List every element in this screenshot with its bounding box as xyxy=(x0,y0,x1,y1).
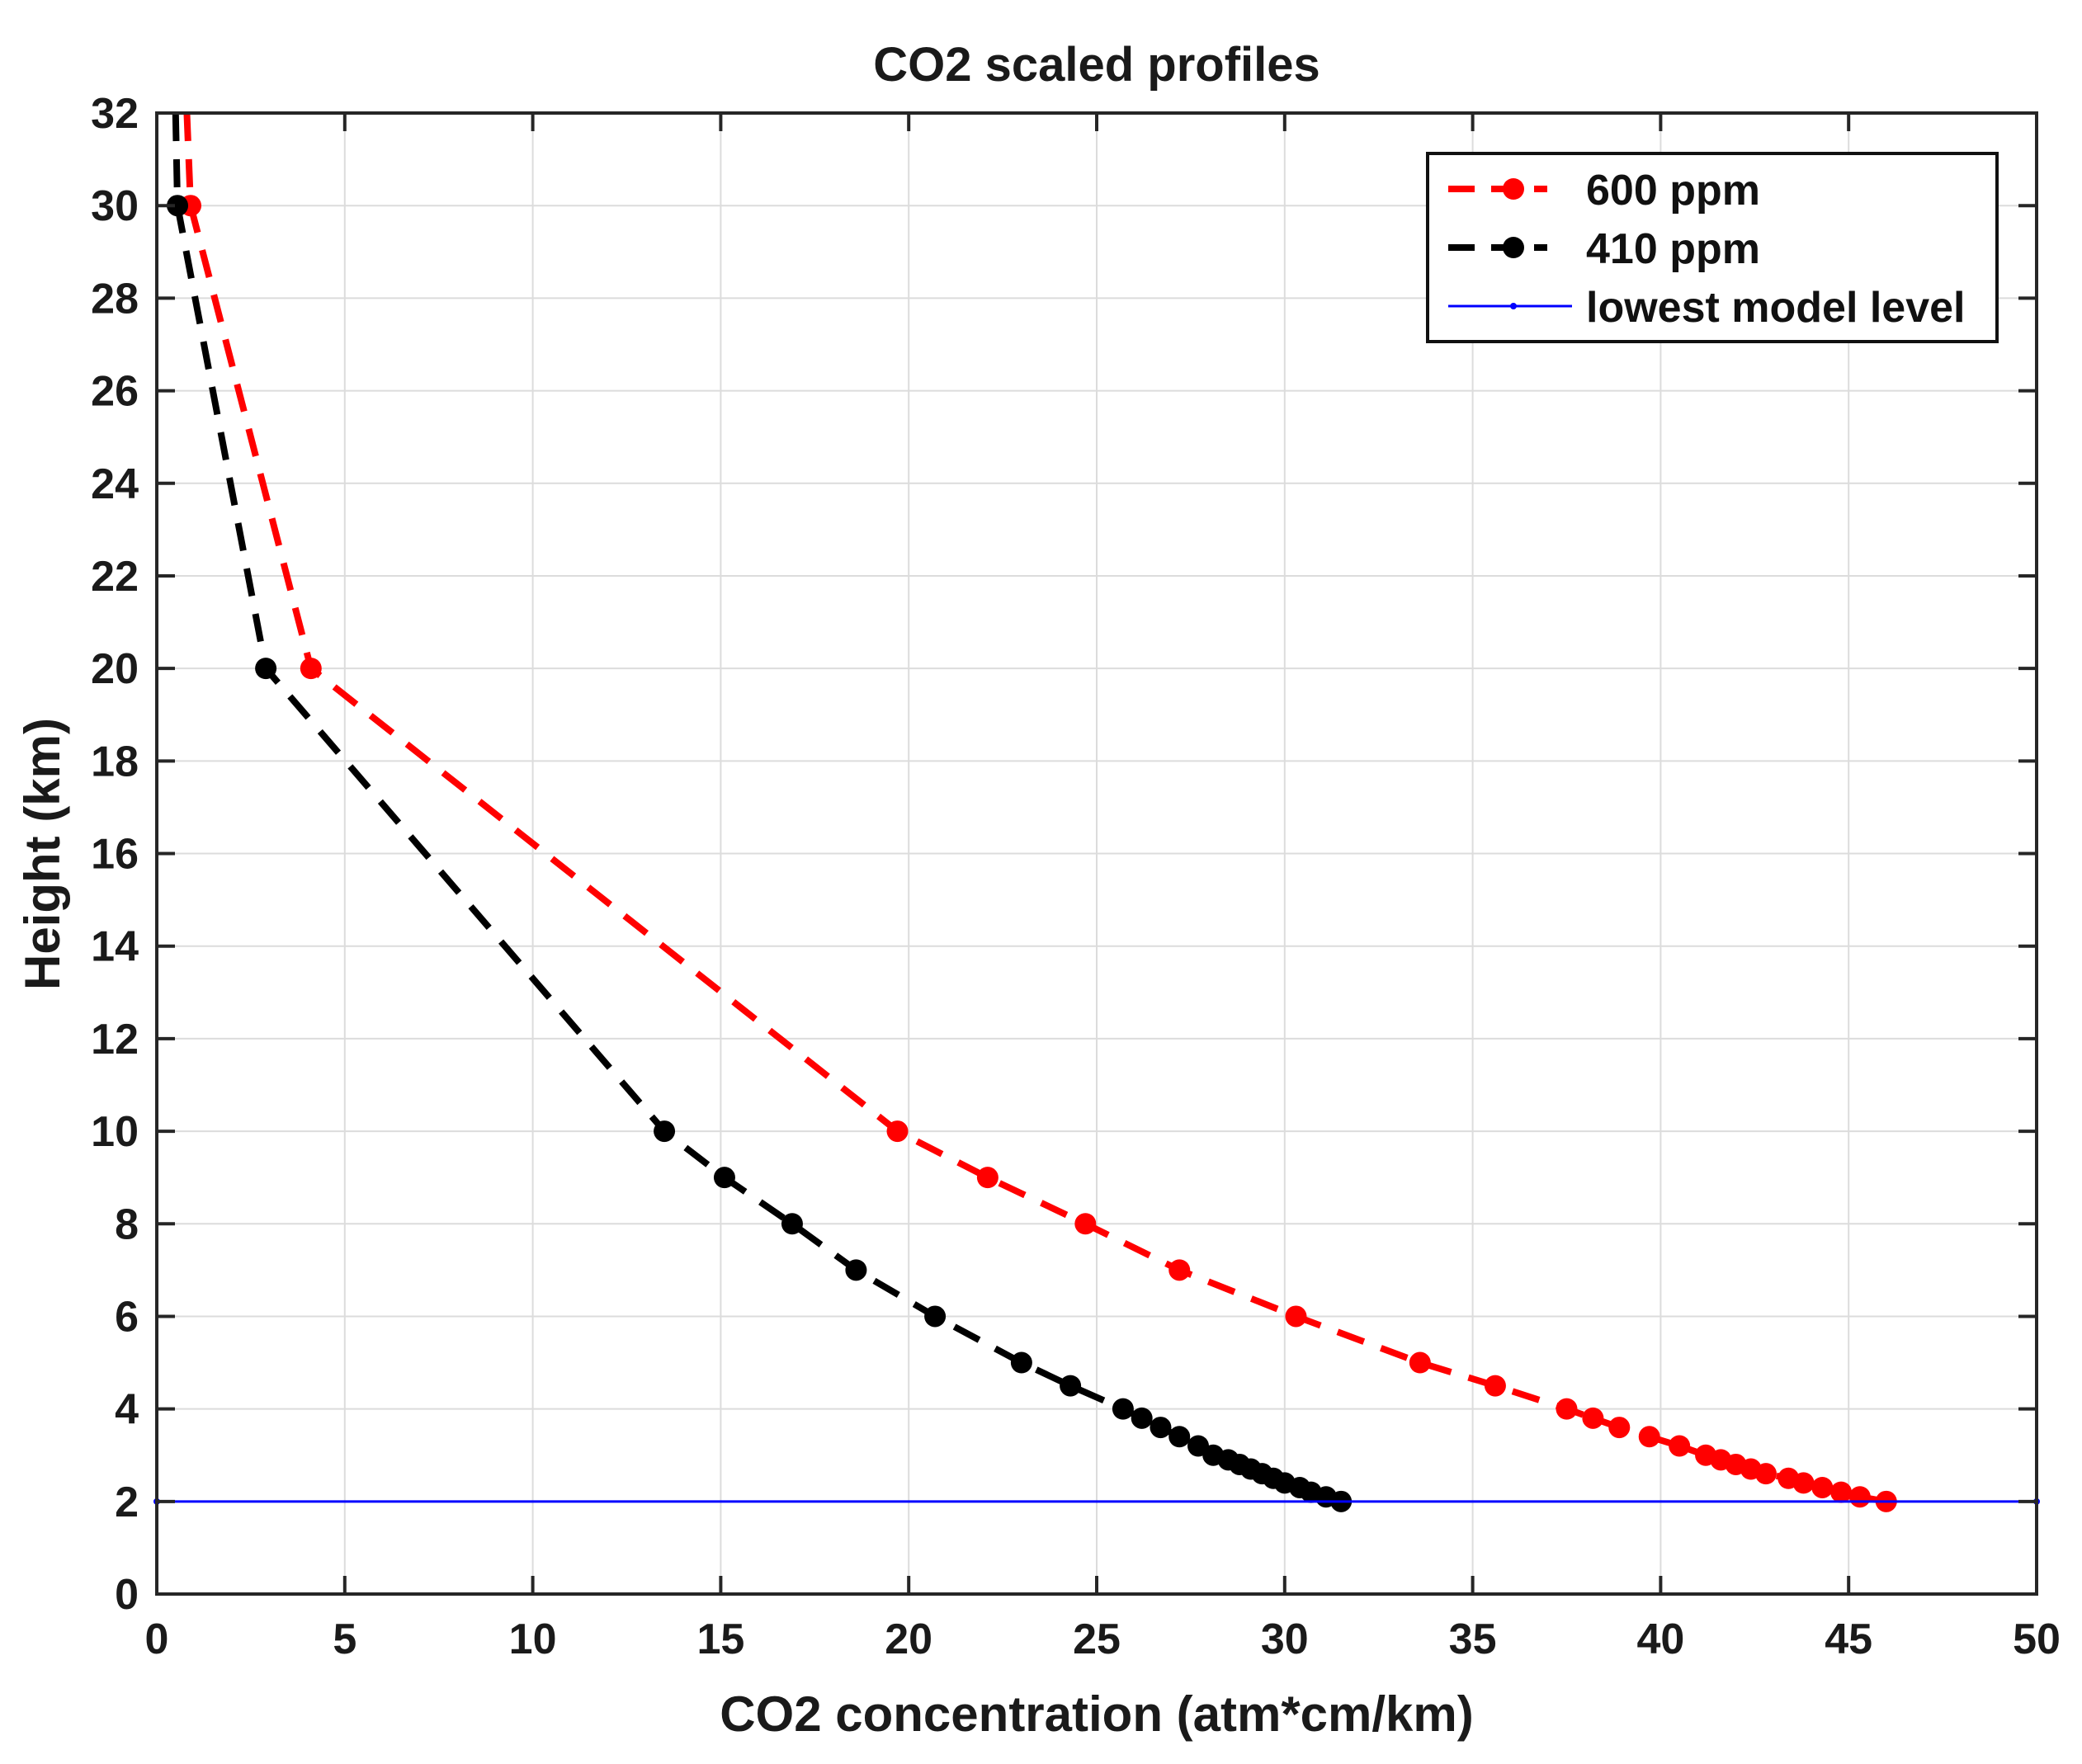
data-point-600-ppm xyxy=(1409,1351,1431,1374)
data-point-600-ppm xyxy=(1754,1463,1777,1485)
legend-label-410-ppm: 410 ppm xyxy=(1586,225,1760,273)
data-point-410-ppm xyxy=(1168,1426,1191,1448)
y-tick-label: 2 xyxy=(115,1479,139,1526)
y-tick-label: 30 xyxy=(91,182,139,230)
data-point-410-ppm xyxy=(1150,1417,1172,1439)
data-point-410-ppm xyxy=(1060,1375,1082,1397)
data-point-600-ppm xyxy=(1608,1417,1631,1439)
x-tick-label: 0 xyxy=(145,1615,169,1663)
x-tick-label: 10 xyxy=(509,1615,557,1663)
legend-marker-lowest-model-level xyxy=(1510,303,1517,309)
data-point-410-ppm xyxy=(255,658,277,680)
y-tick-label: 4 xyxy=(115,1386,139,1434)
data-point-410-ppm xyxy=(845,1259,867,1281)
x-tick-label: 35 xyxy=(1449,1615,1497,1663)
y-tick-label: 14 xyxy=(91,923,139,971)
data-point-600-ppm xyxy=(1792,1472,1815,1494)
x-tick-label: 30 xyxy=(1261,1615,1309,1663)
y-axis-label: Height (km) xyxy=(15,718,70,990)
legend-label-600-ppm: 600 ppm xyxy=(1586,167,1760,215)
data-point-600-ppm xyxy=(1556,1398,1578,1420)
y-tick-label: 0 xyxy=(115,1571,139,1619)
data-point-410-ppm xyxy=(924,1305,947,1328)
x-axis-label: CO2 concentration (atm*cm/km) xyxy=(720,1686,1474,1742)
data-point-600-ppm xyxy=(1638,1426,1660,1448)
y-tick-label: 32 xyxy=(91,90,139,138)
data-point-600-ppm xyxy=(1669,1435,1691,1457)
legend-marker-600-ppm xyxy=(1503,178,1524,200)
data-point-600-ppm xyxy=(1484,1375,1506,1397)
y-tick-label: 28 xyxy=(91,275,139,323)
x-tick-label: 15 xyxy=(696,1615,744,1663)
ticks: 0 5 10 15 20 25 30 35 40 45 5002468101214161820222… xyxy=(91,90,2061,1663)
data-point-410-ppm xyxy=(654,1120,676,1143)
y-tick-label: 22 xyxy=(91,553,139,601)
legend: 600 ppm 410 ppm lowest model level xyxy=(1426,152,1999,343)
y-tick-label: 16 xyxy=(91,831,139,879)
x-tick-label: 5 xyxy=(333,1615,356,1663)
legend-label-lowest-model-level: lowest model level xyxy=(1586,284,1966,332)
plot-area: 0 5 10 15 20 25 30 35 40 45 5002468101214161820222… xyxy=(91,90,2061,1663)
y-tick-label: 6 xyxy=(115,1293,139,1341)
data-point-410-ppm xyxy=(1131,1407,1153,1429)
data-point-600-ppm xyxy=(976,1167,999,1189)
y-tick-label: 12 xyxy=(91,1016,139,1064)
y-tick-label: 20 xyxy=(91,645,139,693)
data-point-600-ppm xyxy=(1830,1481,1853,1503)
legend-entry-lowest-model-level: lowest model level xyxy=(1448,284,1966,332)
y-tick-label: 10 xyxy=(91,1108,139,1156)
x-tick-label: 20 xyxy=(885,1615,932,1663)
data-point-600-ppm xyxy=(1582,1407,1604,1429)
series-410-ppm xyxy=(167,112,1353,1512)
data-point-410-ppm xyxy=(167,195,189,217)
legend-entry-410-ppm: 410 ppm xyxy=(1448,225,1760,273)
y-tick-label: 8 xyxy=(115,1200,139,1248)
y-tick-label: 26 xyxy=(91,368,139,416)
data-point-600-ppm xyxy=(1811,1476,1834,1498)
data-point-410-ppm xyxy=(1112,1398,1134,1420)
chart-title: CO2 scaled profiles xyxy=(873,38,1320,92)
data-point-600-ppm xyxy=(1848,1486,1871,1508)
data-point-410-ppm xyxy=(713,1167,735,1189)
data-point-600-ppm xyxy=(1168,1259,1191,1281)
x-tick-label: 45 xyxy=(1825,1615,1872,1663)
data-point-600-ppm xyxy=(300,658,322,680)
data-point-600-ppm xyxy=(1285,1305,1307,1328)
y-tick-label: 24 xyxy=(91,460,139,508)
legend-entry-600-ppm: 600 ppm xyxy=(1448,167,1760,215)
y-tick-label: 18 xyxy=(91,738,139,785)
legend-marker-410-ppm xyxy=(1503,237,1524,258)
x-tick-label: 50 xyxy=(2013,1615,2061,1663)
data-point-600-ppm xyxy=(1074,1213,1097,1235)
data-point-410-ppm xyxy=(1010,1351,1032,1374)
series-layer xyxy=(153,112,2040,1512)
data-point-410-ppm xyxy=(781,1213,803,1235)
data-point-600-ppm xyxy=(886,1120,909,1143)
x-tick-label: 40 xyxy=(1636,1615,1684,1663)
x-tick-label: 25 xyxy=(1073,1615,1121,1663)
